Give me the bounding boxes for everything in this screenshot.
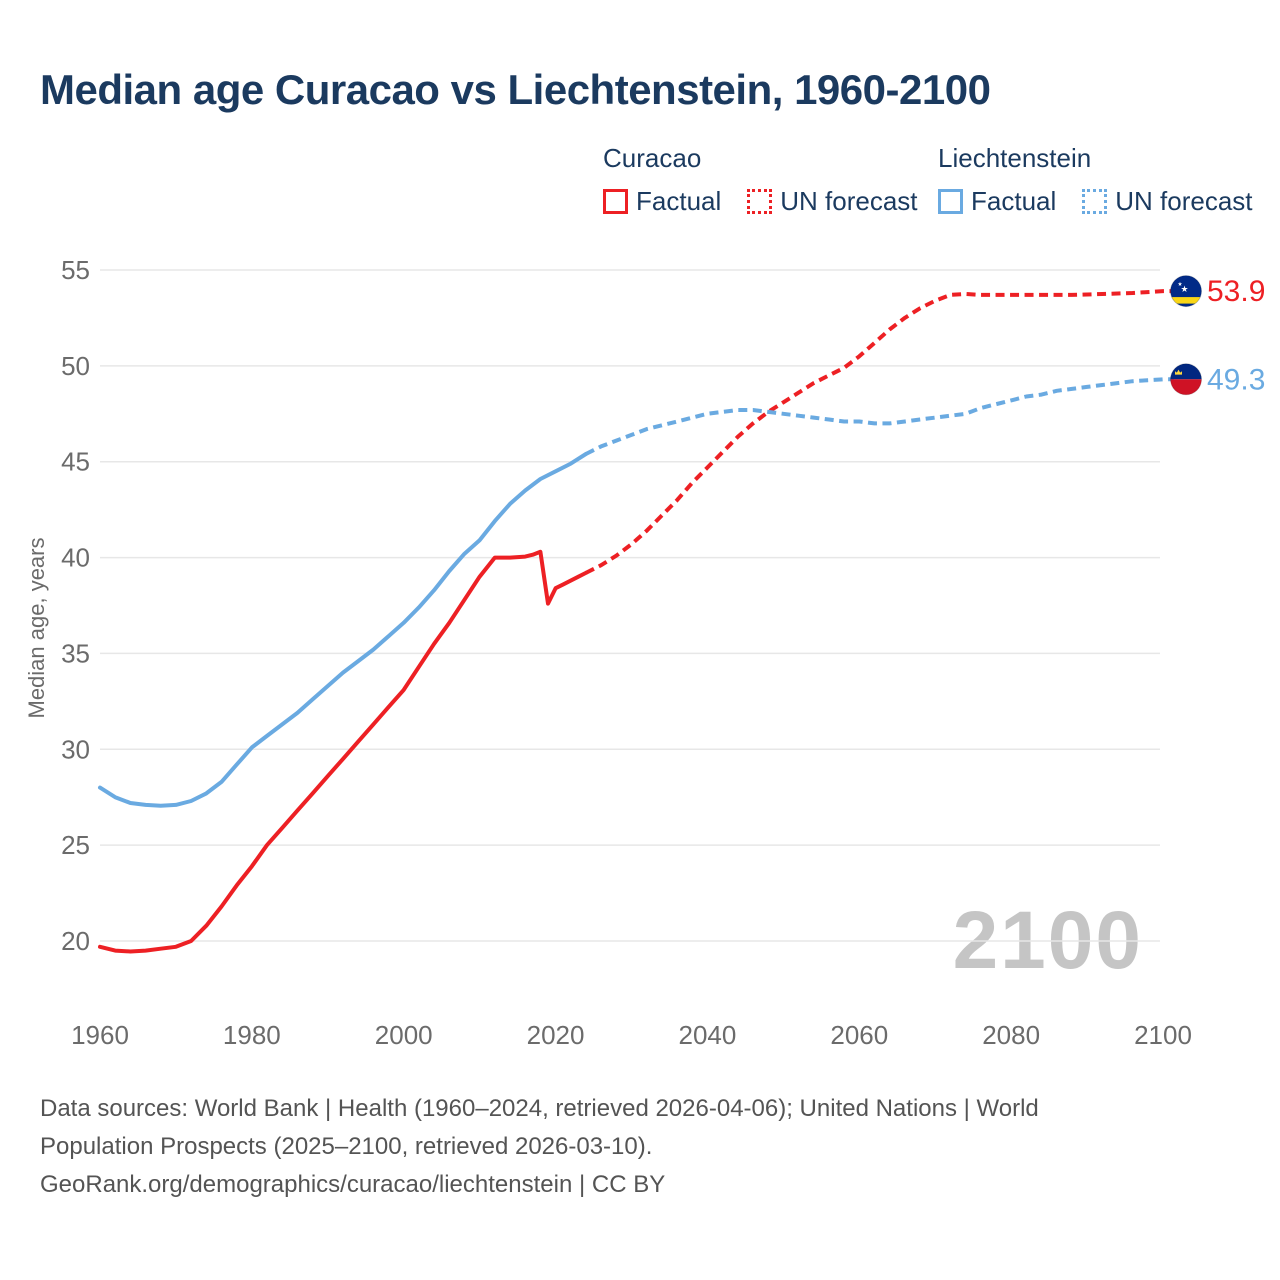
liechtenstein-flag-icon bbox=[1170, 363, 1202, 396]
x-axis-tick-labels: 1960 1980 2000 2020 2040 2060 2080 2100 bbox=[71, 1020, 1192, 1050]
x-tick-label: 2040 bbox=[679, 1020, 737, 1050]
x-tick-label: 2060 bbox=[830, 1020, 888, 1050]
y-tick-label: 30 bbox=[61, 734, 90, 764]
legend-group-curacao: Curacao Factual UN forecast bbox=[603, 145, 918, 217]
x-tick-label: 1960 bbox=[71, 1020, 129, 1050]
legend-label: Factual bbox=[636, 186, 722, 216]
y-tick-label: 40 bbox=[61, 543, 90, 573]
footer-sources: Data sources: World Bank | Health (1960–… bbox=[40, 1090, 1240, 1204]
x-tick-label: 2020 bbox=[527, 1020, 585, 1050]
legend-header-curacao: Curacao bbox=[603, 143, 702, 173]
footer-line: GeoRank.org/demographics/curacao/liechte… bbox=[40, 1171, 666, 1198]
y-tick-label: 25 bbox=[61, 830, 90, 860]
legend: Curacao Factual UN forecast Liechtenstei… bbox=[0, 145, 1280, 225]
x-tick-label: 1980 bbox=[223, 1020, 281, 1050]
y-axis-tick-labels: 20 25 30 35 40 45 50 55 bbox=[61, 255, 90, 956]
y-tick-label: 20 bbox=[61, 926, 90, 956]
x-tick-label: 2000 bbox=[375, 1020, 433, 1050]
y-axis-title: Median age, years bbox=[24, 538, 49, 719]
legend-label: Factual bbox=[971, 186, 1057, 216]
y-tick-label: 50 bbox=[61, 351, 90, 381]
series-line-liechtenstein-factual bbox=[98, 452, 588, 808]
curacao-factual-swatch-icon bbox=[603, 189, 628, 214]
legend-label: UN forecast bbox=[780, 186, 918, 216]
legend-item-curacao-forecast: UN forecast bbox=[747, 186, 918, 217]
footer-line: Data sources: World Bank | Health (1960–… bbox=[40, 1095, 1039, 1122]
liechtenstein-forecast-swatch-icon bbox=[1082, 189, 1108, 214]
x-tick-label: 2080 bbox=[982, 1020, 1040, 1050]
legend-group-liechtenstein: Liechtenstein Factual UN forecast bbox=[938, 145, 1253, 217]
y-tick-label: 35 bbox=[61, 638, 90, 668]
legend-item-curacao-factual: Factual bbox=[603, 186, 721, 217]
gridlines bbox=[100, 269, 1160, 942]
series-line-curacao-factual bbox=[98, 549, 588, 954]
liechtenstein-factual-swatch-icon bbox=[938, 189, 963, 214]
y-tick-label: 55 bbox=[61, 255, 90, 285]
legend-header-liechtenstein: Liechtenstein bbox=[938, 143, 1092, 173]
y-tick-label: 45 bbox=[61, 447, 90, 477]
legend-item-liechtenstein-factual: Factual bbox=[938, 186, 1056, 217]
curacao-end-value-label: 53.9 bbox=[1207, 275, 1265, 308]
footer-line: Population Prospects (2025–2100, retriev… bbox=[40, 1133, 653, 1160]
curacao-flag-icon bbox=[1170, 275, 1202, 308]
series-lines bbox=[98, 289, 1174, 954]
liechtenstein-end-value-label: 49.3 bbox=[1207, 363, 1265, 396]
legend-item-liechtenstein-forecast: UN forecast bbox=[1082, 186, 1253, 217]
curacao-forecast-swatch-icon bbox=[747, 189, 773, 214]
series-line-liechtenstein-un-forecast bbox=[585, 377, 1174, 456]
x-tick-label: 2100 bbox=[1134, 1020, 1192, 1050]
series-line-curacao-un-forecast bbox=[584, 289, 1174, 575]
legend-label: UN forecast bbox=[1115, 186, 1253, 216]
page-title: Median age Curacao vs Liechtenstein, 196… bbox=[40, 66, 991, 113]
